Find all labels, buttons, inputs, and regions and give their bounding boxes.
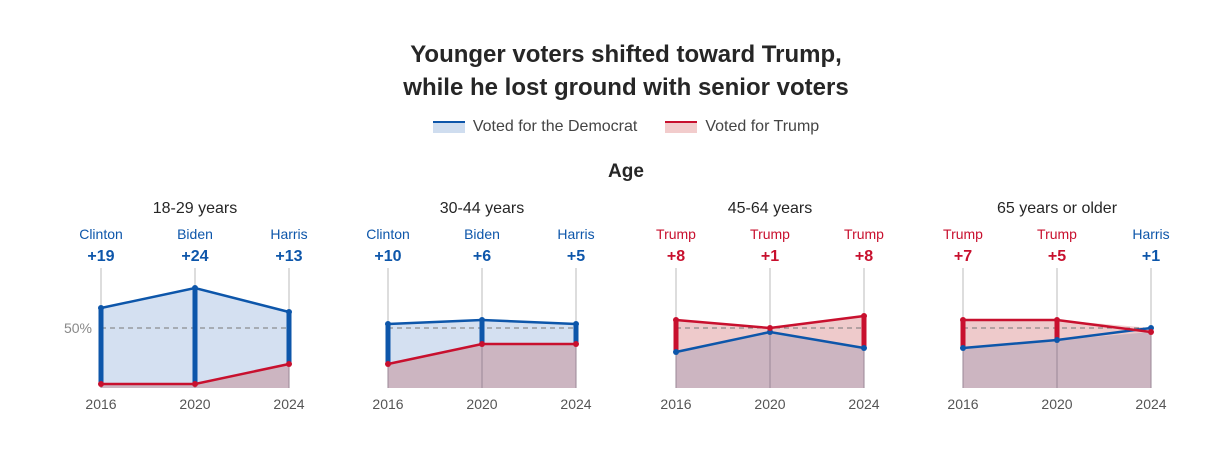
trump-point-2016 xyxy=(960,317,966,323)
x-tick-label: 2016 xyxy=(947,396,978,412)
margin-area-segment xyxy=(388,320,482,364)
panel-title: 18-29 years xyxy=(153,200,238,217)
winner-label: Trump xyxy=(1037,226,1077,242)
winner-label: Harris xyxy=(1132,226,1169,242)
legend-swatch-democrat xyxy=(432,121,465,133)
panel-title: 65 years or older xyxy=(997,200,1118,217)
winner-label: Clinton xyxy=(366,226,410,242)
trump-point-2016 xyxy=(385,361,391,367)
chart-title: Younger voters shifted toward Trump, whi… xyxy=(0,38,1218,104)
margin-label: +1 xyxy=(1142,248,1160,265)
x-tick-label: 2020 xyxy=(179,396,210,412)
chart-title-line-2: while he lost ground with senior voters xyxy=(403,74,849,101)
x-tick-label: 2016 xyxy=(372,396,403,412)
winner-label: Trump xyxy=(750,226,790,242)
democrat-point-2020 xyxy=(192,285,198,291)
democrat-point-2020 xyxy=(1054,337,1060,343)
democrat-point-2016 xyxy=(960,345,966,351)
chart-title-line-1: Younger voters shifted toward Trump, xyxy=(410,41,842,68)
x-tick-label: 2020 xyxy=(754,396,785,412)
democrat-point-2016 xyxy=(385,321,391,327)
trump-point-2024 xyxy=(1148,329,1154,335)
margin-label: +1 xyxy=(761,248,779,265)
trump-point-2024 xyxy=(573,341,579,347)
trump-point-2024 xyxy=(286,361,292,367)
margin-area-segment xyxy=(1057,320,1151,340)
x-tick-label: 2016 xyxy=(85,396,116,412)
winner-label: Harris xyxy=(557,226,594,242)
legend: Voted for the Democrat Voted for Trump xyxy=(0,118,1218,136)
panel-1: 18-29 years 50% Clinton +19 Biden +24 Harris +1… xyxy=(64,200,308,412)
margin-label: +5 xyxy=(567,248,585,265)
margin-area-segment xyxy=(195,288,289,384)
margin-label: +19 xyxy=(87,248,114,265)
margin-area-segment xyxy=(101,288,195,384)
x-tick-label: 2024 xyxy=(848,396,879,412)
democrat-point-2024 xyxy=(286,309,292,315)
margin-label: +13 xyxy=(275,248,302,265)
democrat-point-2016 xyxy=(98,305,104,311)
winner-label: Trump xyxy=(844,226,884,242)
democrat-point-2016 xyxy=(673,349,679,355)
x-tick-label: 2024 xyxy=(1135,396,1166,412)
margin-label: +8 xyxy=(855,248,873,265)
trump-point-2020 xyxy=(767,325,773,331)
trump-point-2016 xyxy=(98,381,104,387)
legend-swatch-trump xyxy=(665,121,698,133)
winner-label: Trump xyxy=(943,226,983,242)
x-tick-label: 2024 xyxy=(560,396,591,412)
margin-area-segment xyxy=(676,320,770,352)
margin-area-segment xyxy=(482,320,576,344)
panel-title: 45-64 years xyxy=(728,200,813,217)
trump-point-2024 xyxy=(861,313,867,319)
legend-label-democrat: Voted for the Democrat xyxy=(472,118,638,135)
panel-2: 30-44 years Clinton +10 Biden +6 Harris +5 2016… xyxy=(366,200,594,412)
x-tick-label: 2024 xyxy=(273,396,304,412)
trump-point-2020 xyxy=(192,381,198,387)
margin-label: +5 xyxy=(1048,248,1066,265)
trump-point-2020 xyxy=(1054,317,1060,323)
legend-label-trump: Voted for Trump xyxy=(705,118,820,135)
margin-label: +7 xyxy=(954,248,972,265)
margin-area-segment xyxy=(770,316,864,348)
margin-label: +6 xyxy=(473,248,491,265)
winner-label: Clinton xyxy=(79,226,123,242)
panel-title: 30-44 years xyxy=(440,200,525,217)
reference-label: 50% xyxy=(64,320,92,336)
winner-label: Biden xyxy=(464,226,500,242)
section-title: Age xyxy=(608,161,644,182)
margin-label: +8 xyxy=(667,248,685,265)
x-tick-label: 2016 xyxy=(660,396,691,412)
democrat-point-2024 xyxy=(573,321,579,327)
panel-3: 45-64 years Trump +8 Trump +1 Trump +8 2016 2020… xyxy=(656,200,884,412)
democrat-point-2020 xyxy=(479,317,485,323)
trump-area xyxy=(101,364,289,388)
winner-label: Biden xyxy=(177,226,213,242)
legend-item-democrat: Voted for the Democrat xyxy=(432,118,638,136)
democrat-point-2024 xyxy=(861,345,867,351)
legend-item-trump: Voted for Trump xyxy=(665,118,819,136)
panel-4: 65 years or older Trump +7 Trump +5 Harris +1 2… xyxy=(943,200,1170,412)
winner-label: Trump xyxy=(656,226,696,242)
x-tick-label: 2020 xyxy=(1041,396,1072,412)
trump-point-2020 xyxy=(479,341,485,347)
x-tick-label: 2020 xyxy=(466,396,497,412)
winner-label: Harris xyxy=(270,226,307,242)
margin-label: +10 xyxy=(374,248,401,265)
margin-label: +24 xyxy=(181,248,208,265)
trump-point-2016 xyxy=(673,317,679,323)
